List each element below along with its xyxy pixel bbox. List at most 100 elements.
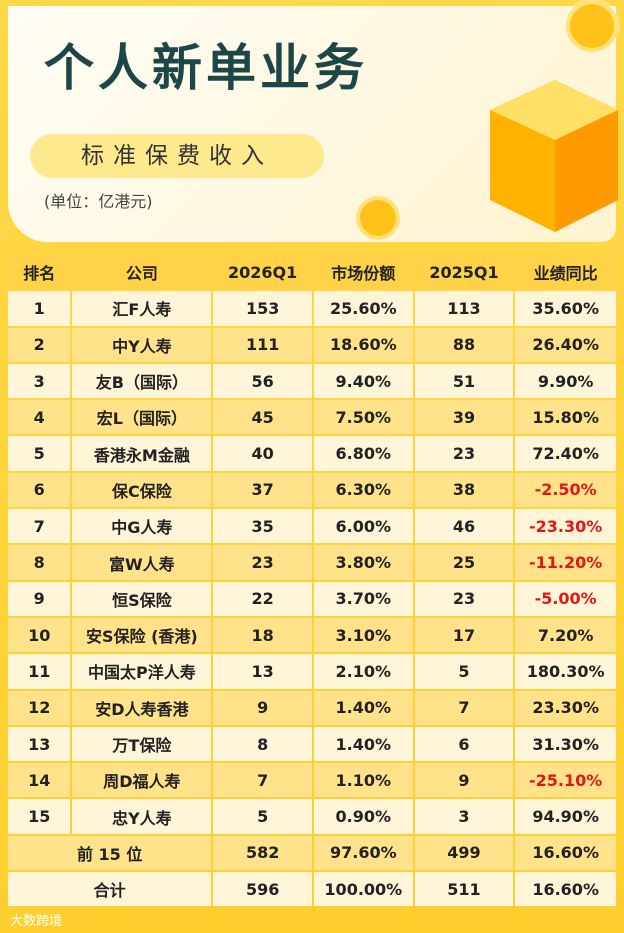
table-cell: 8 <box>8 545 71 580</box>
table-row: 2 中Y人寿 111 18.60% 88 26.40% <box>8 327 616 362</box>
table-cell: 9.40% <box>313 363 413 399</box>
table-cell: 22 <box>213 581 312 616</box>
table-cell: 忠Y人寿 <box>72 799 212 834</box>
table-cell: 23 <box>414 436 514 471</box>
table-cell: 合计 <box>8 872 212 907</box>
table-cell: 6.00% <box>313 509 413 544</box>
table-cell: 友B（国际） <box>72 363 212 399</box>
table-row: 6 保C保险 37 6.30% 38 -2.50% <box>8 472 616 508</box>
table-cell: 中Y人寿 <box>72 327 212 362</box>
table-cell: 16.60% <box>515 835 616 871</box>
ranking-table: 排名 公司 2026Q1 市场份额 2025Q1 业绩同比 1 汇F人寿 153 25.60% 1… <box>6 253 618 908</box>
table-row: 15 忠Y人寿 5 0.90% 3 94.90% <box>8 799 616 834</box>
table-row: 12 安D人寿香港 9 1.40% 7 23.30% <box>8 690 616 725</box>
table-cell: 7 <box>213 763 312 798</box>
table-cell: 25.60% <box>313 291 413 326</box>
table-cell: 511 <box>414 872 514 907</box>
table-cell: 180.30% <box>515 654 616 689</box>
table-cell: 18.60% <box>313 327 413 362</box>
table-cell: 9 <box>414 763 514 798</box>
column-header: 2026Q1 <box>213 255 312 290</box>
table-cell: -5.00% <box>515 581 616 616</box>
table-row: 7 中G人寿 35 6.00% 46 -23.30% <box>8 509 616 544</box>
summary-row: 合计 596 100.00% 511 16.60% <box>8 872 616 907</box>
table-cell: -11.20% <box>515 545 616 580</box>
table-cell: -23.30% <box>515 509 616 544</box>
table-cell: 35.60% <box>515 291 616 326</box>
unit: (单位：亿港元) <box>44 192 153 211</box>
table-cell: 7 <box>414 690 514 725</box>
table-cell: 5 <box>8 436 71 471</box>
table-cell: 35 <box>213 509 312 544</box>
table-cell: 1.10% <box>313 763 413 798</box>
table-cell: 37 <box>213 472 312 508</box>
table-cell: 51 <box>414 363 514 399</box>
table-cell: 596 <box>213 872 312 907</box>
table-row: 10 安S保险 (香港) 18 3.10% 17 7.20% <box>8 617 616 653</box>
table-cell: 汇F人寿 <box>72 291 212 326</box>
table-cell: 23 <box>414 581 514 616</box>
table-cell: 94.90% <box>515 799 616 834</box>
table-cell: 38 <box>414 472 514 508</box>
table-cell: 100.00% <box>313 872 413 907</box>
table-row: 5 香港永M金融 40 6.80% 23 72.40% <box>8 436 616 471</box>
table-cell: 25 <box>414 545 514 580</box>
table-cell: 万T保险 <box>72 726 212 762</box>
table-cell: 3 <box>414 799 514 834</box>
table-cell: 3.10% <box>313 617 413 653</box>
summary-row: 前 15 位 582 97.60% 499 16.60% <box>8 835 616 871</box>
table-cell: 11 <box>8 654 71 689</box>
table-cell: 45 <box>213 400 312 435</box>
table-cell: 安S保险 (香港) <box>72 617 212 653</box>
table-cell: 7.50% <box>313 400 413 435</box>
table-cell: 1.40% <box>313 726 413 762</box>
table-cell: 6 <box>414 726 514 762</box>
table-cell: 香港永M金融 <box>72 436 212 471</box>
table-cell: 5 <box>213 799 312 834</box>
table-row: 13 万T保险 8 1.40% 6 31.30% <box>8 726 616 762</box>
column-header: 业绩同比 <box>515 255 616 290</box>
table-cell: 9.90% <box>515 363 616 399</box>
table-cell: 153 <box>213 291 312 326</box>
table-cell: 23.30% <box>515 690 616 725</box>
table-cell: 6.80% <box>313 436 413 471</box>
column-header: 市场份额 <box>313 255 413 290</box>
table-cell: -25.10% <box>515 763 616 798</box>
table-cell: 9 <box>8 581 71 616</box>
column-header: 排名 <box>8 255 71 290</box>
table-cell: 恒S保险 <box>72 581 212 616</box>
table-cell: 111 <box>213 327 312 362</box>
table-row: 1 汇F人寿 153 25.60% 113 35.60% <box>8 291 616 326</box>
table-cell: 9 <box>213 690 312 725</box>
table-cell: -2.50% <box>515 472 616 508</box>
table-cell: 56 <box>213 363 312 399</box>
table-cell: 582 <box>213 835 312 871</box>
table-cell: 46 <box>414 509 514 544</box>
table-cell: 10 <box>8 617 71 653</box>
decoration-front <box>356 0 618 240</box>
column-header: 2025Q1 <box>414 255 514 290</box>
table-row: 4 宏L（国际） 45 7.50% 39 15.80% <box>8 400 616 435</box>
table-cell: 12 <box>8 690 71 725</box>
table-cell: 安D人寿香港 <box>72 690 212 725</box>
table-cell: 13 <box>213 654 312 689</box>
table-cell: 39 <box>414 400 514 435</box>
table-cell: 3.80% <box>313 545 413 580</box>
table-cell: 97.60% <box>313 835 413 871</box>
table-cell: 宏L（国际） <box>72 400 212 435</box>
table-cell: 5 <box>414 654 514 689</box>
table-cell: 23 <box>213 545 312 580</box>
table-row: 11 中国太P洋人寿 13 2.10% 5 180.30% <box>8 654 616 689</box>
column-header: 公司 <box>72 255 212 290</box>
header-row: 排名 公司 2026Q1 市场份额 2025Q1 业绩同比 <box>8 255 616 290</box>
table-cell: 富W人寿 <box>72 545 212 580</box>
table-cell: 72.40% <box>515 436 616 471</box>
table-cell: 17 <box>414 617 514 653</box>
table-row: 3 友B（国际） 56 9.40% 51 9.90% <box>8 363 616 399</box>
table-cell: 8 <box>213 726 312 762</box>
table-cell: 保C保险 <box>72 472 212 508</box>
watermark: 大数跨境 <box>10 914 63 929</box>
table-row: 14 周D福人寿 7 1.10% 9 -25.10% <box>8 763 616 798</box>
table-cell: 499 <box>414 835 514 871</box>
table-cell: 1.40% <box>313 690 413 725</box>
